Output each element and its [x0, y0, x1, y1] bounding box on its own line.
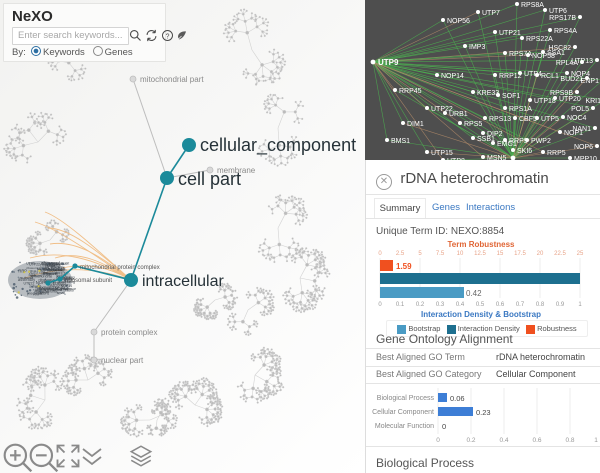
- svg-text:10: 10: [457, 251, 464, 257]
- svg-text:RRP5: RRP5: [547, 150, 566, 157]
- svg-text:22.5: 22.5: [554, 251, 566, 257]
- svg-text:subunit: subunit: [30, 274, 42, 278]
- svg-text:2.5: 2.5: [396, 251, 405, 257]
- svg-text:15: 15: [497, 251, 504, 257]
- svg-text:?: ?: [166, 33, 170, 40]
- svg-text:DIM1: DIM1: [407, 121, 424, 128]
- svg-text:RRP12: RRP12: [499, 73, 522, 80]
- svg-text:0.06: 0.06: [450, 394, 465, 403]
- svg-text:0: 0: [378, 302, 382, 308]
- svg-text:0.4: 0.4: [499, 437, 508, 444]
- svg-text:0.5: 0.5: [476, 302, 485, 308]
- svg-text:nuclear part: nuclear part: [101, 356, 144, 365]
- svg-text:BUD21: BUD21: [560, 76, 583, 83]
- svg-text:RPS1A: RPS1A: [509, 106, 532, 113]
- svg-text:KRI1: KRI1: [585, 98, 600, 105]
- svg-text:ATP2: ATP2: [45, 265, 53, 269]
- svg-text:0.42: 0.42: [466, 289, 482, 298]
- svg-text:RPS5: RPS5: [464, 121, 482, 128]
- svg-text:25: 25: [577, 251, 584, 257]
- svg-text:UTP6: UTP6: [549, 8, 567, 15]
- svg-text:NOP14: NOP14: [55, 286, 69, 291]
- svg-text:small: small: [55, 268, 63, 272]
- svg-text:0.9: 0.9: [556, 302, 565, 308]
- svg-text:UTP15: UTP15: [431, 150, 453, 157]
- svg-text:SSA1: SSA1: [547, 50, 565, 57]
- svg-text:intracellular: intracellular: [142, 273, 224, 290]
- svg-text:0.1: 0.1: [396, 302, 405, 308]
- svg-text:UTP18: UTP18: [534, 98, 556, 105]
- svg-text:UTP13: UTP13: [571, 58, 593, 65]
- svg-text:20: 20: [537, 251, 544, 257]
- svg-text:SOF1: SOF1: [502, 93, 520, 100]
- svg-text:0.4: 0.4: [456, 302, 465, 308]
- svg-text:0.3: 0.3: [436, 302, 445, 308]
- svg-text:RRP: RRP: [43, 273, 51, 277]
- svg-text:RPS7A: RPS7A: [509, 51, 532, 58]
- svg-text:UTP9: UTP9: [378, 58, 399, 67]
- svg-text:0.8: 0.8: [565, 437, 574, 444]
- svg-text:0: 0: [442, 422, 446, 431]
- svg-text:NOP14: NOP14: [441, 73, 464, 80]
- svg-text:ENP1: ENP1: [581, 78, 599, 85]
- svg-text:UTP5: UTP5: [541, 116, 559, 123]
- svg-text:BMS1: BMS1: [391, 138, 410, 145]
- svg-text:KRE33: KRE33: [39, 287, 51, 291]
- svg-text:NOP6: NOP6: [574, 144, 593, 151]
- svg-text:EMG1: EMG1: [497, 141, 517, 148]
- svg-text:POL5: POL5: [571, 106, 589, 113]
- svg-text:PWP2: PWP2: [531, 138, 551, 145]
- svg-text:URB1: URB1: [449, 111, 468, 118]
- svg-text:0: 0: [436, 437, 440, 444]
- svg-text:UTP21: UTP21: [499, 30, 521, 37]
- svg-text:CBF5: CBF5: [519, 116, 537, 123]
- svg-text:0.2: 0.2: [416, 302, 425, 308]
- svg-text:cell part: cell part: [178, 169, 241, 189]
- svg-text:mitochondrial part: mitochondrial part: [140, 75, 204, 84]
- svg-text:1.59: 1.59: [396, 262, 412, 271]
- svg-text:5: 5: [418, 251, 422, 257]
- svg-text:17.5: 17.5: [514, 251, 526, 257]
- svg-text:NOC4: NOC4: [567, 115, 587, 122]
- svg-text:7.5: 7.5: [436, 251, 445, 257]
- svg-text:RPS22A: RPS22A: [526, 36, 553, 43]
- svg-text:Cellular Component: Cellular Component: [372, 409, 434, 416]
- svg-text:NAN1: NAN1: [572, 126, 591, 133]
- svg-text:ribosome: ribosome: [26, 266, 39, 270]
- svg-text:0.6: 0.6: [496, 302, 505, 308]
- svg-text:1: 1: [578, 302, 582, 308]
- svg-text:NOP56: NOP56: [447, 18, 470, 25]
- svg-text:UTP4: UTP4: [524, 71, 542, 78]
- svg-text:0.7: 0.7: [516, 302, 525, 308]
- svg-text:Biological Process: Biological Process: [377, 395, 435, 402]
- svg-text:12.5: 12.5: [474, 251, 486, 257]
- svg-text:RPS4A: RPS4A: [554, 28, 577, 35]
- svg-text:1: 1: [594, 437, 598, 444]
- svg-text:SKI6: SKI6: [517, 148, 532, 155]
- svg-text:Molecular Function: Molecular Function: [375, 423, 434, 430]
- svg-text:KRE33: KRE33: [477, 90, 499, 97]
- svg-text:protein complex: protein complex: [101, 328, 157, 337]
- svg-text:RPS9B: RPS9B: [550, 90, 573, 97]
- svg-text:UTP20: UTP20: [559, 96, 581, 103]
- svg-text:0.2: 0.2: [466, 437, 475, 444]
- svg-text:RPS13: RPS13: [489, 116, 511, 123]
- svg-text:RPS8A: RPS8A: [521, 2, 544, 9]
- svg-text:SSB1: SSB1: [477, 136, 495, 143]
- svg-text:ribosomal subunit: ribosomal subunit: [65, 278, 112, 284]
- svg-text:UTP7: UTP7: [482, 10, 500, 17]
- svg-text:0.23: 0.23: [476, 408, 491, 417]
- svg-text:RCL1: RCL1: [541, 73, 559, 80]
- svg-text:0.6: 0.6: [532, 437, 541, 444]
- svg-text:mitochondrial protein complex: mitochondrial protein complex: [80, 265, 160, 271]
- svg-text:IMP3: IMP3: [469, 44, 485, 51]
- svg-text:0: 0: [378, 251, 382, 257]
- svg-text:0.8: 0.8: [536, 302, 545, 308]
- svg-text:RPS17B: RPS17B: [549, 15, 576, 22]
- svg-text:RRP45: RRP45: [399, 88, 422, 95]
- svg-text:cellular_component: cellular_component: [200, 135, 356, 156]
